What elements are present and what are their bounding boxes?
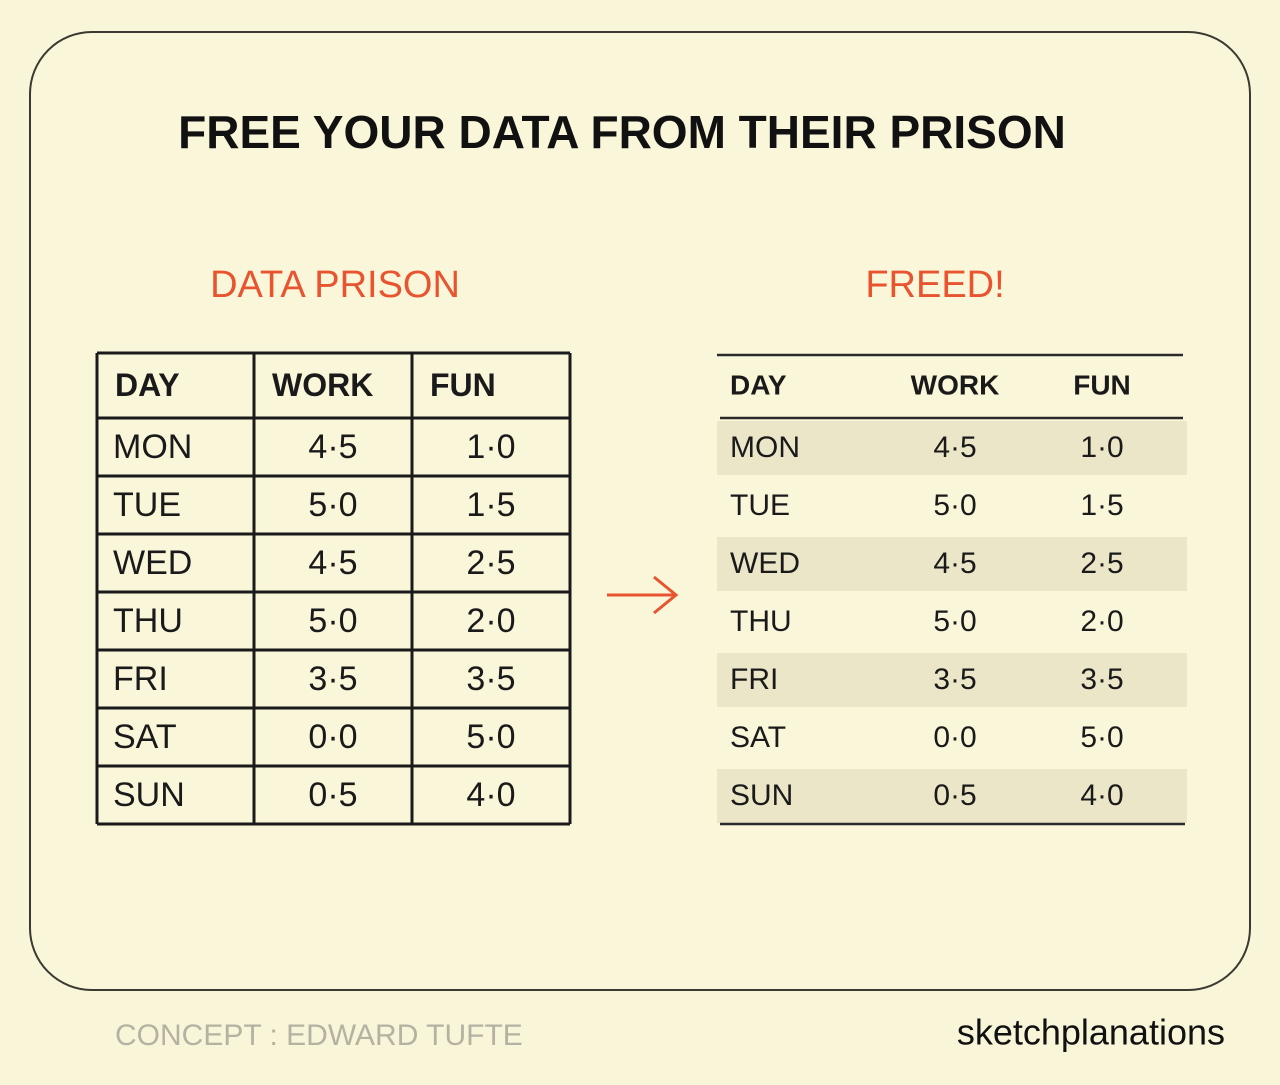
concept-credit: CONCEPT : EDWARD TUFTE: [115, 1019, 523, 1052]
day-cell: SUN: [730, 779, 793, 812]
value-cell: 0·0: [933, 721, 976, 754]
day-cell: WED: [113, 544, 192, 582]
day-cell: FRI: [730, 663, 778, 696]
value-cell: 5·0: [308, 602, 357, 640]
value-cell: 1·5: [466, 486, 515, 524]
day-cell: SUN: [113, 776, 185, 814]
header-cell: FUN: [430, 367, 496, 403]
value-cell: 4·5: [308, 544, 357, 582]
value-cell: 1·0: [1080, 431, 1123, 464]
header-cell: FUN: [1073, 369, 1131, 400]
right-heading: FREED!: [865, 264, 1004, 306]
brand: sketchplanations: [957, 1012, 1225, 1053]
value-cell: 3·5: [1080, 663, 1123, 696]
day-cell: SAT: [113, 718, 177, 756]
header-cell: WORK: [911, 369, 1000, 400]
arrow: [607, 575, 679, 615]
value-cell: 5·0: [933, 489, 976, 522]
header-cell: DAY: [730, 369, 787, 400]
value-cell: 0·5: [933, 779, 976, 812]
header-cell: DAY: [115, 367, 180, 403]
value-cell: 5·0: [466, 718, 515, 756]
value-cell: 3·5: [308, 660, 357, 698]
value-cell: 0·0: [308, 718, 357, 756]
title: FREE YOUR DATA FROM THEIR PRISON: [178, 106, 1066, 158]
day-cell: TUE: [113, 486, 181, 524]
row-shade: [717, 421, 1187, 475]
value-cell: 2·0: [1080, 605, 1123, 638]
day-cell: TUE: [730, 489, 790, 522]
day-cell: MON: [113, 428, 192, 466]
value-cell: 5·0: [1080, 721, 1123, 754]
freed-table: DAY WORK FUN MON 4·5 1·0 TUE 5·0 1·5 WED 4·5 2·5 THU…: [717, 353, 1187, 826]
row-shade: [717, 653, 1187, 707]
value-cell: 5·0: [308, 486, 357, 524]
value-cell: 2·5: [1080, 547, 1123, 580]
frame: [29, 31, 1251, 991]
value-cell: 2·5: [466, 544, 515, 582]
value-cell: 4·0: [466, 776, 515, 814]
day-cell: THU: [113, 602, 183, 640]
row-shade: [717, 769, 1187, 823]
day-cell: WED: [730, 547, 800, 580]
left-heading: DATA PRISON: [210, 264, 460, 306]
value-cell: 4·5: [933, 547, 976, 580]
day-cell: MON: [730, 431, 800, 464]
header-cell: WORK: [272, 367, 373, 403]
day-cell: THU: [730, 605, 792, 638]
value-cell: 1·5: [1080, 489, 1123, 522]
value-cell: 4·5: [933, 431, 976, 464]
value-cell: 1·0: [466, 428, 515, 466]
row-shade: [717, 537, 1187, 591]
value-cell: 0·5: [308, 776, 357, 814]
value-cell: 3·5: [933, 663, 976, 696]
value-cell: 2·0: [466, 602, 515, 640]
day-cell: SAT: [730, 721, 786, 754]
value-cell: 3·5: [466, 660, 515, 698]
value-cell: 5·0: [933, 605, 976, 638]
day-cell: FRI: [113, 660, 168, 698]
value-cell: 4·5: [308, 428, 357, 466]
prison-table: DAY WORK FUN MON 4·5 1·0 TUE 5·0 1·5 WED 4·5 2·5 THU…: [95, 351, 572, 826]
value-cell: 4·0: [1080, 779, 1123, 812]
